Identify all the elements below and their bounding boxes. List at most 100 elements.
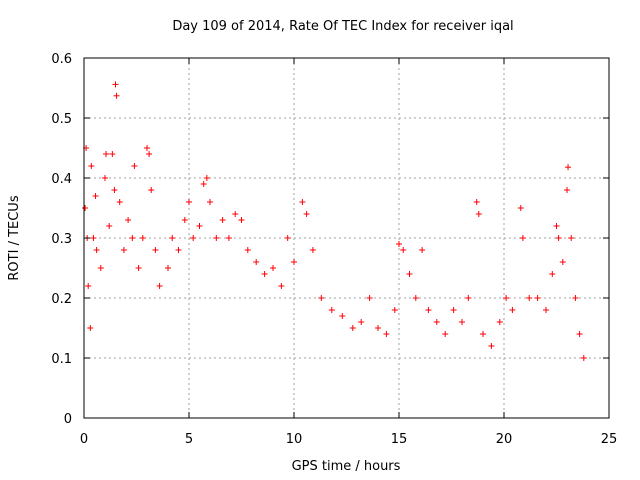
data-point [318, 295, 325, 301]
x-tick-label: 10 [286, 432, 303, 447]
data-point [97, 265, 104, 271]
plot-frame [83, 57, 610, 419]
y-tick-label: 0.6 [51, 52, 72, 67]
data-point [200, 181, 207, 187]
data-point [169, 235, 176, 241]
data-point [450, 307, 457, 313]
data-point [568, 235, 575, 241]
data-point [572, 295, 579, 301]
data-point [303, 211, 310, 217]
data-point [553, 223, 560, 229]
data-point [190, 235, 197, 241]
data-point [284, 235, 291, 241]
data-point [207, 199, 213, 205]
data-point [496, 319, 503, 325]
data-point [144, 145, 150, 151]
data-point [113, 92, 120, 99]
data-point [244, 247, 251, 253]
y-tick-label: 0.5 [51, 112, 72, 127]
data-point [109, 151, 116, 157]
data-point [102, 175, 108, 181]
data-point [309, 247, 316, 253]
y-tick-label: 0.1 [51, 352, 72, 367]
x-tick-label: 0 [80, 432, 88, 447]
data-point [175, 247, 182, 253]
data-point [391, 307, 398, 313]
data-point [253, 259, 260, 265]
data-point [412, 295, 419, 301]
data-point [85, 283, 92, 289]
data-point [181, 217, 188, 223]
data-points [82, 81, 587, 361]
data-point [375, 325, 381, 331]
data-point [112, 81, 119, 88]
data-point [475, 211, 482, 217]
data-point [270, 265, 276, 271]
data-point [503, 295, 510, 301]
x-tick-label: 15 [391, 432, 408, 447]
data-point [238, 217, 245, 223]
data-point [406, 271, 413, 277]
data-point [87, 325, 94, 331]
data-point [131, 163, 138, 169]
data-point [139, 235, 146, 241]
data-point [328, 307, 335, 313]
x-tick-label: 20 [496, 432, 513, 447]
data-point [261, 271, 268, 277]
data-point [543, 307, 549, 313]
chart-title: Day 109 of 2014, Rate Of TEC Index for r… [172, 19, 513, 34]
data-point [90, 235, 97, 241]
data-point [219, 217, 226, 223]
y-tick-label: 0.3 [51, 232, 72, 247]
data-point [459, 319, 465, 325]
data-point [517, 205, 524, 211]
data-point [232, 211, 239, 217]
data-point [116, 199, 123, 205]
data-point [148, 187, 155, 193]
data-point [291, 259, 297, 265]
data-point [213, 235, 220, 241]
grid-lines [84, 58, 609, 418]
data-point [366, 295, 373, 301]
data-point [82, 205, 89, 211]
data-point [565, 164, 572, 171]
data-point [555, 235, 562, 241]
data-point [299, 199, 306, 205]
data-point [129, 235, 136, 241]
data-point [442, 331, 449, 337]
data-point [339, 313, 346, 319]
x-tick-labels: 0 5 10 15 20 25 [80, 432, 617, 447]
data-point [433, 319, 440, 325]
data-point [358, 319, 365, 325]
data-point [349, 325, 356, 331]
data-point [88, 163, 95, 169]
y-tick-label: 0.4 [51, 172, 72, 187]
data-point [106, 223, 113, 229]
y-axis-label: ROTI / TECUs [7, 195, 22, 280]
data-point [156, 283, 163, 289]
data-point [165, 265, 171, 271]
data-point [103, 151, 110, 157]
data-point [111, 187, 118, 193]
data-point [473, 199, 480, 205]
data-point [419, 247, 426, 253]
data-point [534, 295, 541, 301]
data-point [383, 331, 390, 337]
data-point [93, 247, 100, 253]
data-point [146, 151, 153, 157]
data-point [559, 259, 566, 265]
data-point [120, 247, 127, 253]
data-point [526, 295, 533, 301]
data-point [480, 331, 486, 337]
data-point [196, 223, 203, 229]
data-point [465, 295, 472, 301]
x-axis-label: GPS time / hours [292, 459, 401, 474]
data-point [576, 331, 583, 337]
x-tick-label: 25 [601, 432, 618, 447]
data-point [580, 355, 587, 361]
data-point [509, 307, 516, 313]
data-point [92, 193, 99, 199]
data-point [186, 199, 192, 205]
data-point [203, 175, 210, 181]
